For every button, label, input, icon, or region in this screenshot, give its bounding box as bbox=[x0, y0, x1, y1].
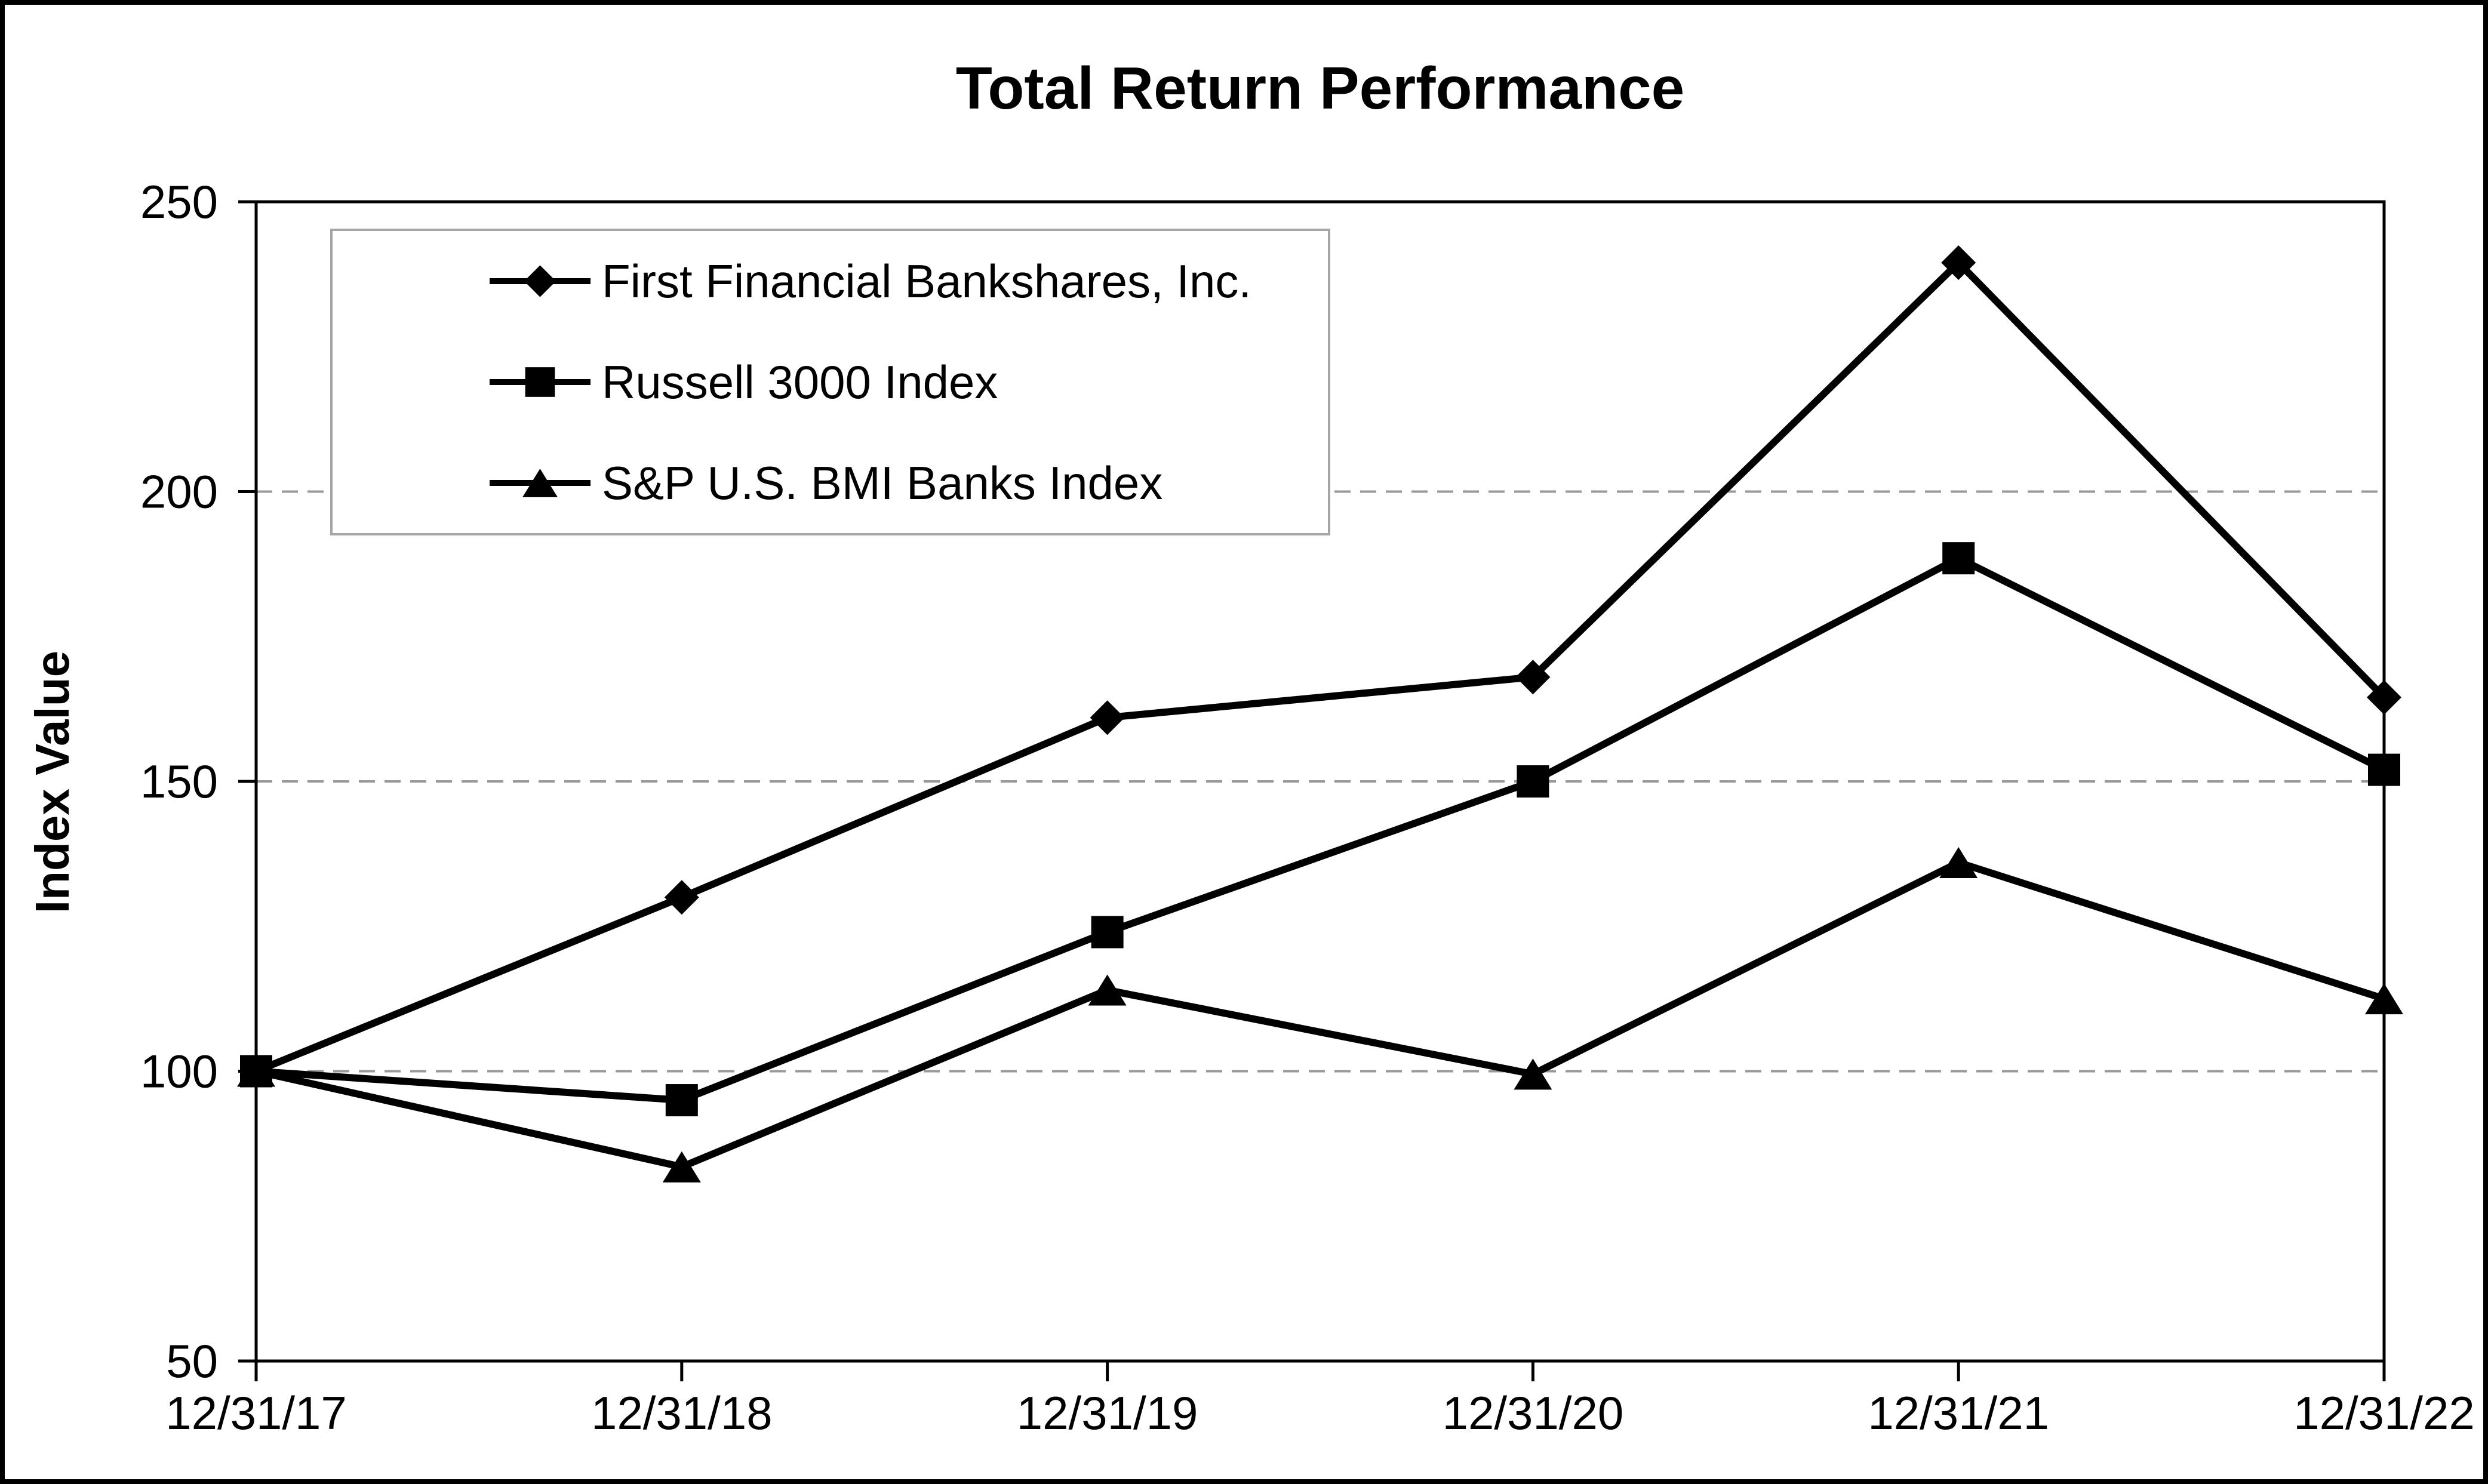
diamond-marker bbox=[1090, 700, 1125, 735]
square-marker bbox=[525, 367, 555, 397]
x-tick-label: 12/31/21 bbox=[1868, 1387, 2049, 1439]
x-tick-label: 12/31/18 bbox=[591, 1387, 773, 1439]
square-marker bbox=[1942, 542, 1975, 575]
square-legend-icon bbox=[490, 367, 591, 397]
y-tick-label: 250 bbox=[140, 176, 218, 228]
triangle-marker bbox=[1939, 846, 1978, 878]
series-line-russell-3000-index bbox=[253, 555, 2388, 1104]
legend-label: First Financial Bankshares, Inc. bbox=[602, 255, 1252, 308]
x-tick-label: 12/31/22 bbox=[2293, 1387, 2475, 1439]
square-marker bbox=[665, 1084, 698, 1117]
diamond-marker bbox=[664, 880, 699, 915]
legend-item: Russell 3000 Index bbox=[333, 332, 1328, 432]
x-tick-label: 12/31/17 bbox=[165, 1387, 347, 1439]
x-tick-label: 12/31/19 bbox=[1017, 1387, 1198, 1439]
legend-item: First Financial Bankshares, Inc. bbox=[333, 232, 1328, 331]
legend: First Financial Bankshares, Inc. Russell… bbox=[330, 229, 1330, 535]
triangle-marker bbox=[1514, 1058, 1552, 1090]
legend-label: Russell 3000 Index bbox=[602, 355, 998, 408]
x-tick-label: 12/31/20 bbox=[1443, 1387, 1624, 1439]
diamond-legend-icon bbox=[490, 265, 591, 298]
legend-item: S&P U.S. BMI Banks Index bbox=[333, 433, 1328, 532]
y-tick-label: 50 bbox=[166, 1335, 218, 1387]
square-marker bbox=[2368, 753, 2400, 786]
triangle-marker bbox=[522, 468, 558, 497]
square-marker bbox=[1517, 765, 1549, 798]
legend-label: S&P U.S. BMI Banks Index bbox=[602, 456, 1163, 509]
series-line-first-financial-bankshares-inc bbox=[253, 258, 2388, 1075]
series-line-s-p-u-s-bmi-banks-index bbox=[253, 858, 2388, 1171]
square-marker bbox=[240, 1055, 272, 1088]
square-marker bbox=[1091, 916, 1124, 949]
y-tick-label: 150 bbox=[140, 755, 218, 808]
chart-title: Total Return Performance bbox=[955, 55, 1685, 122]
diamond-marker bbox=[2367, 680, 2401, 715]
triangle-marker bbox=[1088, 974, 1127, 1006]
diamond-marker bbox=[524, 265, 556, 298]
diamond-marker bbox=[1941, 245, 1976, 280]
y-tick-label: 100 bbox=[140, 1045, 218, 1098]
triangle-marker bbox=[2365, 983, 2403, 1015]
triangle-marker bbox=[662, 1151, 701, 1183]
diamond-marker bbox=[1515, 660, 1551, 695]
y-tick-label: 200 bbox=[140, 466, 218, 518]
triangle-legend-icon bbox=[490, 468, 591, 497]
